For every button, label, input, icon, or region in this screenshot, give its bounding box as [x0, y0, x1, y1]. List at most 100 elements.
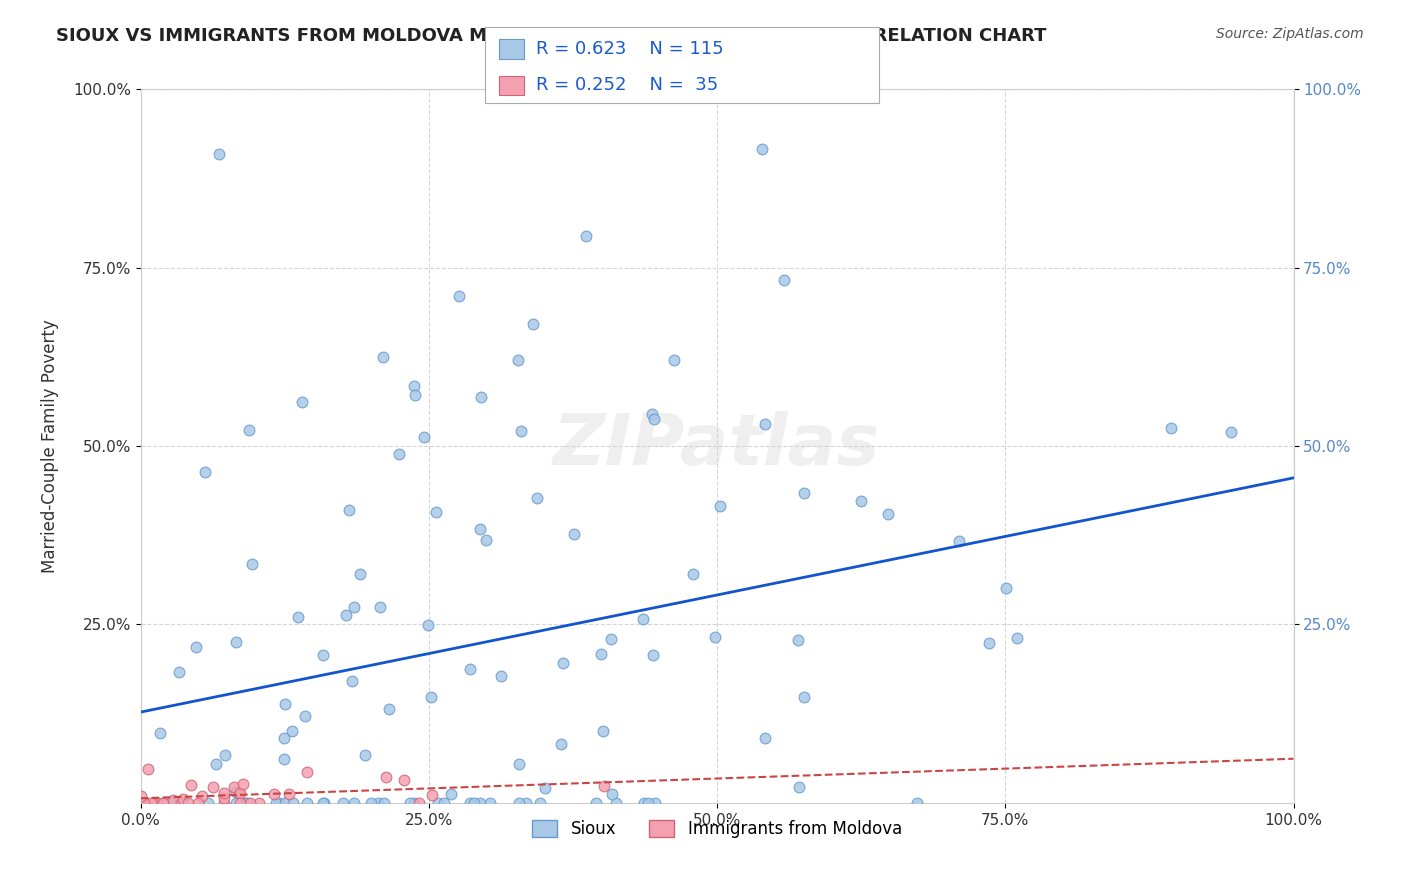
Point [371, 350, 394, 364]
Point [368, 600, 391, 615]
Point [201, 780, 224, 794]
Point [392, 772, 415, 787]
Point [426, 796, 449, 810]
Point [508, 352, 530, 367]
Point [468, 522, 491, 536]
Point [1160, 421, 1182, 435]
Point [191, 789, 214, 803]
Point [149, 725, 172, 739]
Point [236, 796, 259, 810]
Point [458, 662, 481, 676]
Point [773, 273, 796, 287]
Point [526, 491, 548, 505]
Point [600, 787, 623, 801]
Point [214, 748, 236, 763]
Text: Source: ZipAtlas.com: Source: ZipAtlas.com [1216, 27, 1364, 41]
Point [641, 407, 664, 421]
Point [876, 507, 898, 521]
Point [162, 793, 184, 807]
Point [186, 640, 208, 654]
Point [470, 796, 492, 810]
Point [404, 388, 426, 402]
Point [575, 229, 598, 244]
Point [160, 796, 183, 810]
Point [312, 796, 335, 810]
Point [388, 447, 411, 461]
Point [637, 796, 659, 810]
Point [349, 566, 371, 581]
Point [703, 630, 725, 644]
Text: R = 0.252    N =  35: R = 0.252 N = 35 [536, 77, 718, 95]
Text: SIOUX VS IMMIGRANTS FROM MOLDOVA MARRIED-COUPLE FAMILY POVERTY CORRELATION CHART: SIOUX VS IMMIGRANTS FROM MOLDOVA MARRIED… [56, 27, 1046, 45]
Point [787, 632, 810, 647]
Point [515, 796, 537, 810]
Point [187, 796, 209, 810]
Text: ZIPatlas: ZIPatlas [554, 411, 880, 481]
Point [212, 786, 235, 800]
Point [644, 796, 666, 810]
Point [360, 796, 382, 810]
Point [229, 786, 252, 800]
Point [793, 485, 815, 500]
Point [529, 796, 551, 810]
Point [979, 635, 1001, 649]
Point [229, 796, 252, 810]
Point [273, 731, 295, 745]
Point [197, 796, 219, 810]
Point [631, 612, 654, 626]
Point [585, 796, 607, 810]
Point [269, 796, 291, 810]
Point [491, 669, 513, 683]
Point [222, 780, 245, 794]
Point [470, 390, 492, 404]
Point [225, 635, 247, 649]
Point [433, 796, 456, 810]
Point [238, 423, 260, 437]
Y-axis label: Married-Couple Family Poverty: Married-Couple Family Poverty [41, 319, 59, 573]
Point [600, 632, 623, 647]
Point [425, 505, 447, 519]
Point [398, 796, 420, 810]
Point [416, 618, 439, 632]
Point [278, 788, 301, 802]
Point [592, 724, 614, 739]
Point [412, 430, 434, 444]
Point [589, 647, 612, 661]
Point [170, 796, 193, 810]
Point [449, 289, 471, 303]
Point [562, 527, 585, 541]
Point [172, 792, 194, 806]
Point [367, 796, 389, 810]
Point [311, 648, 333, 663]
Point [311, 796, 333, 810]
Point [1005, 632, 1028, 646]
Point [709, 499, 731, 513]
Point [343, 796, 366, 810]
Point [849, 493, 872, 508]
Point [228, 786, 250, 800]
Point [948, 534, 970, 549]
Point [633, 796, 655, 810]
Point [208, 147, 231, 161]
Point [593, 779, 616, 793]
Point [553, 656, 575, 670]
Point [475, 533, 498, 547]
Point [295, 764, 318, 779]
Point [510, 424, 533, 438]
Point [751, 142, 773, 156]
Point [377, 702, 399, 716]
Text: R = 0.623    N = 115: R = 0.623 N = 115 [536, 40, 723, 58]
Point [337, 503, 360, 517]
Point [404, 378, 426, 392]
Point [905, 796, 928, 810]
Point [994, 581, 1017, 595]
Legend: Sioux, Immigrants from Moldova: Sioux, Immigrants from Moldova [526, 813, 908, 845]
Point [225, 785, 247, 799]
Point [225, 796, 247, 810]
Point [139, 796, 162, 810]
Point [263, 788, 285, 802]
Point [508, 756, 530, 771]
Point [176, 796, 198, 810]
Point [754, 417, 776, 431]
Point [787, 780, 810, 794]
